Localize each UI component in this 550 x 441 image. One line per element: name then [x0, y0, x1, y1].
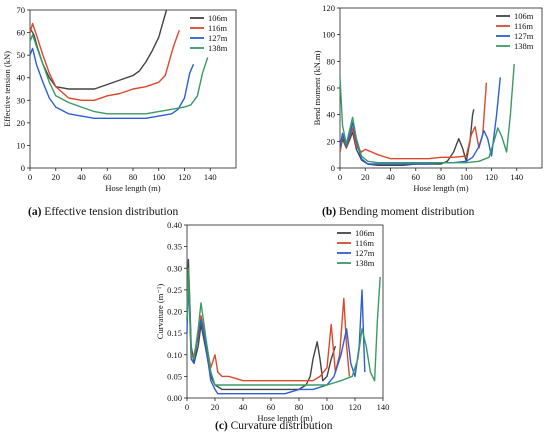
caption-b-tag: (b)	[322, 206, 337, 218]
y-tick-label: 60	[327, 83, 336, 93]
y-tick-label: 0.10	[167, 350, 182, 360]
x-tick-label: 100	[460, 172, 473, 182]
caption-a-tag: (a)	[28, 206, 42, 218]
x-tick-label: 120	[178, 172, 191, 182]
x-tick-label: 60	[267, 402, 276, 412]
y-axis-label: Bend moment (kN.m)	[312, 50, 322, 125]
x-tick-label: 140	[510, 172, 523, 182]
caption-c-text: Curvature distribution	[230, 420, 333, 432]
y-tick-label: 30	[17, 95, 26, 105]
series-line-116m	[29, 22, 180, 102]
y-tick-label: 80	[327, 56, 336, 66]
x-tick-label: 140	[204, 172, 217, 182]
series-line-127m	[29, 47, 195, 120]
y-tick-label: 0.15	[167, 328, 182, 338]
series-line-116m	[339, 82, 488, 160]
y-tick-label: 0.40	[167, 220, 182, 230]
y-tick-label: 50	[17, 50, 26, 60]
legend-label-106m: 106m	[355, 228, 375, 238]
y-tick-label: 0	[21, 163, 25, 173]
x-tick-label: 20	[52, 172, 61, 182]
x-tick-label: 60	[103, 172, 112, 182]
legend-label-127m: 127m	[208, 33, 228, 43]
y-axis-label: Effective tension (kN)	[2, 51, 12, 127]
y-tick-label: 0.20	[167, 307, 182, 317]
legend-label-116m: 116m	[208, 23, 227, 33]
x-tick-label: 100	[321, 402, 334, 412]
x-tick-label: 0	[338, 172, 342, 182]
series-line-106m	[186, 258, 337, 391]
x-axis-label: Hose length (m)	[257, 413, 312, 423]
x-tick-label: 40	[239, 402, 248, 412]
x-tick-label: 100	[152, 172, 165, 182]
chart-c: 0 20 40 60 80 100 120 140 0.00 0.05 0.10 0.15 0.20 0.…	[155, 220, 389, 423]
y-axis-label: Curvature (m⁻¹)	[155, 284, 165, 340]
y-tick-label: 40	[327, 110, 336, 120]
series-line-127m	[339, 77, 501, 165]
legend-label-138m: 138m	[208, 43, 228, 53]
x-tick-label: 0	[28, 172, 32, 182]
series-line-138m	[339, 63, 515, 164]
y-tick-label: 120	[322, 3, 335, 13]
caption-c-tag: (c)	[215, 420, 228, 432]
series-line-116m	[186, 267, 351, 382]
y-tick-label: 0.05	[167, 371, 182, 381]
chart-a: 0 20 40 60 80 100 120 140 0 10 20 30 40 50 60 70 Hose le…	[2, 5, 237, 193]
x-tick-label: 120	[349, 402, 362, 412]
y-tick-label: 100	[322, 30, 335, 40]
caption-a: (a) Effective tension distribution	[28, 206, 178, 218]
x-tick-label: 120	[485, 172, 498, 182]
x-tick-label: 140	[377, 402, 390, 412]
y-tick-label: 70	[17, 5, 26, 15]
y-tick-label: 60	[17, 28, 26, 38]
legend-label-116m: 116m	[355, 238, 374, 248]
series-line-138m	[29, 34, 209, 115]
chart-b: 0 20 40 60 80 100 120 140 0 20 40 60 80 100 120 Hose le…	[312, 3, 543, 193]
legend-label-106m: 106m	[208, 13, 228, 23]
y-tick-label: 40	[17, 73, 26, 83]
y-tick-label: 10	[17, 140, 26, 150]
x-tick-label: 0	[185, 402, 189, 412]
x-tick-label: 80	[295, 402, 304, 412]
series-line-127m	[186, 276, 366, 395]
y-tick-label: 20	[327, 136, 336, 146]
y-tick-label: 20	[17, 118, 26, 128]
y-tick-label: 0	[331, 163, 335, 173]
series-line-138m	[186, 267, 381, 386]
y-tick-label: 0.25	[167, 285, 182, 295]
caption-b-text: Bending moment distribution	[338, 206, 475, 218]
y-tick-label: 0.00	[167, 393, 182, 403]
x-tick-label: 80	[129, 172, 138, 182]
x-tick-label: 60	[412, 172, 421, 182]
legend-label-138m: 138m	[355, 258, 375, 268]
x-tick-label: 20	[211, 402, 220, 412]
x-tick-label: 80	[437, 172, 446, 182]
legend-label-138m: 138m	[514, 41, 534, 51]
legend-label-127m: 127m	[514, 31, 534, 41]
x-tick-label: 40	[386, 172, 395, 182]
x-tick-label: 20	[361, 172, 370, 182]
x-axis-label: Hose length (m)	[105, 183, 160, 193]
legend-label-116m: 116m	[514, 21, 533, 31]
caption-b: (b) Bending moment distribution	[322, 206, 474, 218]
x-tick-label: 40	[77, 172, 86, 182]
caption-a-text: Effective tension distribution	[44, 206, 179, 218]
y-tick-label: 0.30	[167, 263, 182, 273]
legend-label-127m: 127m	[355, 248, 375, 258]
caption-c: (c) Curvature distribution	[215, 420, 333, 432]
legend-label-106m: 106m	[514, 11, 534, 21]
x-axis-label: Hose length (m)	[413, 183, 468, 193]
y-tick-label: 0.35	[167, 242, 182, 252]
